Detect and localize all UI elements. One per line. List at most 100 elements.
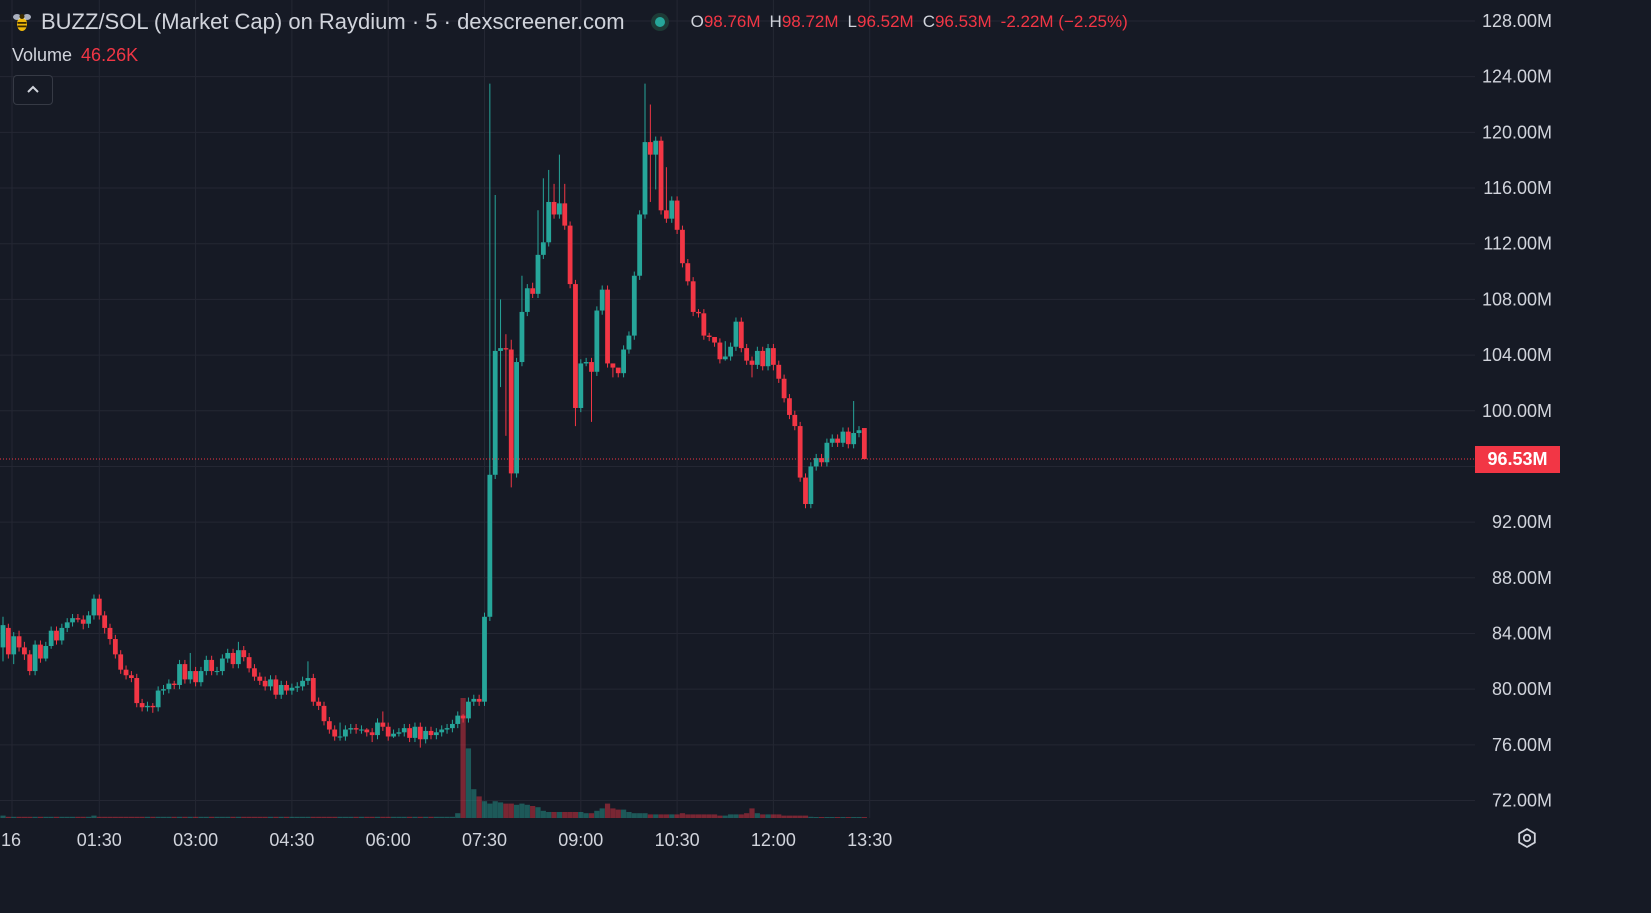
volume-bar [567, 812, 573, 818]
candle-body [754, 350, 760, 365]
volume-bar [123, 816, 129, 818]
candle-body [22, 647, 27, 655]
volume-bar [776, 814, 782, 818]
y-axis-tick-label: 80.00M [1492, 679, 1552, 699]
y-axis-tick-label: 100.00M [1482, 401, 1552, 421]
candle-body [316, 701, 322, 706]
volume-bar [21, 816, 27, 818]
candle-body [326, 721, 332, 730]
volume-bar [615, 809, 621, 818]
volume-bar [417, 816, 423, 818]
volume-bar [150, 816, 156, 818]
candle-body [48, 630, 54, 647]
candle-body [364, 729, 370, 733]
candle-body [294, 686, 300, 688]
volume-bar [572, 812, 579, 818]
volume-bar [203, 816, 209, 818]
candle-body [225, 652, 231, 659]
volume-bar [107, 816, 113, 818]
candle-body [674, 200, 680, 230]
volume-bar [588, 813, 595, 818]
volume-bar [653, 814, 659, 818]
volume-bar [118, 816, 124, 818]
candle-body [787, 398, 792, 415]
y-axis-tick-label: 108.00M [1482, 289, 1552, 309]
last-price-tag: 96.53M [1475, 446, 1560, 473]
candle-body [219, 658, 225, 672]
x-axis-tick-label: 01:30 [77, 830, 122, 850]
chart-settings-button[interactable] [1513, 826, 1541, 854]
volume-bar [37, 816, 44, 818]
volume-bar [187, 816, 193, 818]
volume-bar [75, 816, 81, 818]
volume-bar [583, 813, 589, 818]
volume-bar [701, 814, 707, 818]
candle-body [32, 644, 38, 672]
volume-bar [642, 813, 648, 818]
candle-body [203, 659, 209, 672]
volume-bar [481, 801, 488, 818]
volume-bar [578, 812, 584, 818]
candle-body [680, 229, 685, 264]
volume-label: Volume [12, 45, 73, 65]
candle-body [433, 732, 439, 736]
volume-bar [626, 812, 632, 818]
candle-body [567, 225, 573, 285]
candle-body [123, 669, 129, 676]
volume-bar [11, 816, 17, 818]
volume-bar [685, 814, 691, 818]
candle-body [557, 203, 562, 215]
ohlc-high-value: 98.72M [781, 12, 839, 31]
volume-bar [412, 816, 418, 818]
bee-icon [10, 10, 34, 34]
candle-body [482, 616, 487, 702]
volume-bar [535, 807, 541, 818]
candle-body [594, 310, 600, 372]
volume-bar [235, 816, 241, 818]
candle-body [771, 348, 776, 365]
volume-bar [674, 814, 680, 818]
volume-bar [166, 816, 172, 818]
collapse-legend-button[interactable] [13, 75, 53, 105]
volume-bar [310, 816, 316, 818]
volume-bar [96, 816, 102, 818]
ohlc-low-value: 96.52M [856, 12, 914, 31]
candle-body [701, 313, 707, 336]
candle-body [214, 671, 220, 673]
volume-bar [353, 816, 359, 818]
volume-bar [733, 814, 739, 818]
volume-bar [144, 816, 151, 818]
candle-body [856, 430, 862, 434]
volume-bar [749, 808, 755, 818]
candle-body [337, 736, 343, 738]
volume-bar [219, 816, 225, 818]
candle-body [198, 671, 204, 683]
volume-bar [631, 813, 637, 818]
y-axis-tick-label: 120.00M [1482, 122, 1552, 142]
candle-body [75, 618, 81, 620]
volume-bar [840, 817, 846, 818]
volume-bar [332, 816, 338, 818]
candle-body [118, 654, 124, 670]
candle-body [530, 288, 536, 294]
ohlc-open-value: 98.76M [703, 12, 761, 31]
volume-bar [407, 816, 413, 818]
x-axis-tick-label: 12:00 [751, 830, 796, 850]
candle-body [562, 203, 568, 226]
volume-bar [16, 816, 22, 818]
y-axis-tick-label: 72.00M [1492, 791, 1552, 811]
volume-bar [171, 816, 177, 818]
volume-bar [738, 814, 744, 818]
volume-bar [390, 816, 397, 818]
candle-body [733, 321, 739, 347]
volume-bar [225, 816, 231, 818]
volume-bar [728, 814, 734, 818]
volume-bar [487, 803, 493, 818]
volume-bar [610, 808, 616, 818]
candle-body [626, 335, 632, 350]
candle-body [781, 378, 787, 399]
volume-bar [647, 814, 653, 818]
candle-body [829, 438, 835, 443]
volume-bar [835, 817, 841, 818]
